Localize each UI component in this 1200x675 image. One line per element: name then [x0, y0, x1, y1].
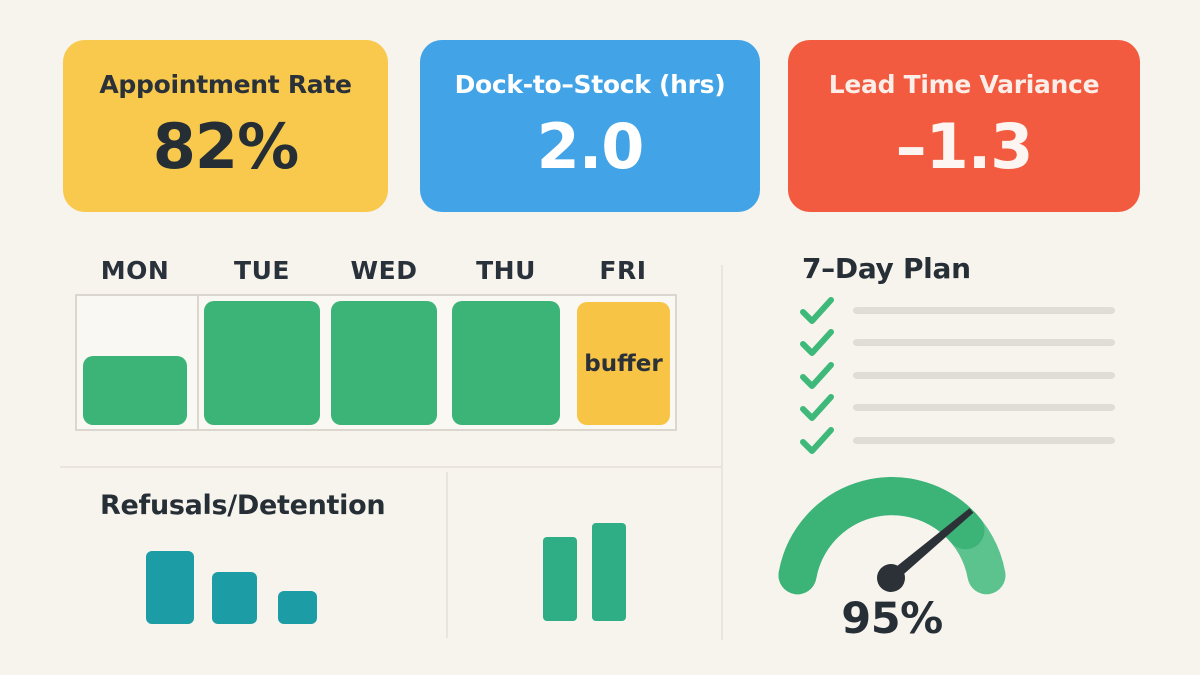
- gauge-needle: [887, 508, 974, 583]
- plan-checklist-row: [800, 328, 1120, 358]
- kpi-card-title: Dock-to–Stock (hrs): [454, 70, 726, 99]
- weekly-bar-wed: [331, 301, 437, 425]
- vertical-divider-right: [721, 265, 723, 640]
- placeholder-line: [853, 404, 1115, 411]
- kpi-card-value: 82%: [152, 110, 299, 183]
- refusals-detention-title: Refusals/Detention: [100, 490, 386, 521]
- mini-bar-1: [543, 537, 577, 621]
- gauge-arc-filled: [778, 477, 985, 595]
- day-label-wed: WED: [350, 256, 418, 285]
- day-label-thu: THU: [476, 256, 536, 285]
- plan-checklist-row: [800, 361, 1120, 391]
- checkmark-icon: [800, 394, 834, 421]
- checkmark-icon: [800, 362, 834, 389]
- week-grid-line: [197, 296, 199, 429]
- horizontal-divider: [60, 466, 722, 468]
- kpi-card-lead-time-variance: Lead Time Variance –1.3: [788, 40, 1140, 212]
- weekly-bar-fri-buffer: buffer: [577, 302, 670, 425]
- plan-checklist-row: [800, 426, 1120, 456]
- refusals-bar-2: [212, 572, 257, 624]
- placeholder-line: [853, 307, 1115, 314]
- weekly-bar-thu: [452, 301, 560, 425]
- checkmark-icon: [800, 427, 834, 454]
- gauge-chart: [778, 477, 1006, 595]
- placeholder-line: [853, 372, 1115, 379]
- seven-day-plan-title: 7–Day Plan: [802, 252, 971, 285]
- vertical-divider-middle: [446, 472, 448, 638]
- kpi-card-appointment-rate: Appointment Rate 82%: [63, 40, 388, 212]
- gauge-hub: [877, 564, 905, 592]
- weekly-bar-mon: [83, 356, 187, 425]
- gauge-value-label: 95%: [841, 594, 943, 644]
- refusals-bar-3: [278, 591, 317, 624]
- kpi-card-value: –1.3: [895, 110, 1034, 183]
- weekly-plan-chart: buffer: [75, 294, 677, 431]
- placeholder-line: [853, 339, 1115, 346]
- kpi-card-title: Appointment Rate: [99, 70, 352, 99]
- weekly-bar-tue: [204, 301, 320, 425]
- checkmark-icon: [800, 297, 834, 324]
- day-label-mon: MON: [100, 256, 170, 285]
- checkmark-icon: [800, 329, 834, 356]
- kpi-card-value: 2.0: [536, 110, 645, 183]
- day-label-tue: TUE: [234, 256, 290, 285]
- buffer-label: buffer: [584, 350, 663, 377]
- kpi-card-dock-to-stock: Dock-to–Stock (hrs) 2.0: [420, 40, 760, 212]
- refusals-bar-1: [146, 551, 194, 624]
- mini-bar-2: [592, 523, 626, 621]
- plan-checklist-row: [800, 296, 1120, 326]
- placeholder-line: [853, 437, 1115, 444]
- day-label-fri: FRI: [599, 256, 647, 285]
- plan-checklist-row: [800, 393, 1120, 423]
- kpi-card-title: Lead Time Variance: [828, 70, 1100, 99]
